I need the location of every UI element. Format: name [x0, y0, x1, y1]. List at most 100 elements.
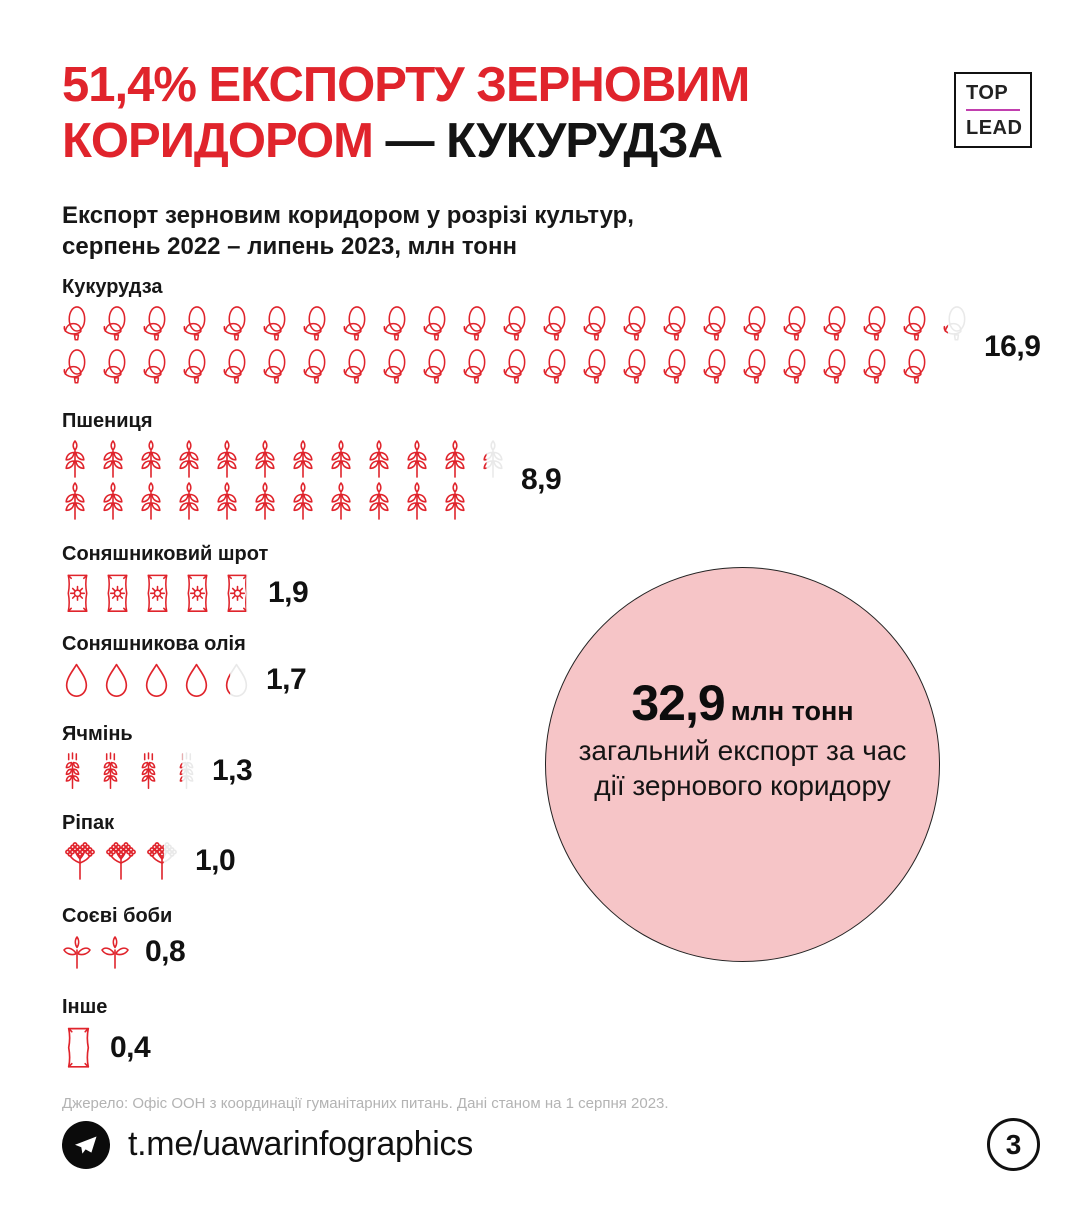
category-label: Ячмінь: [62, 722, 133, 745]
sack-flower-icon: [182, 572, 213, 615]
corn-icon: [502, 348, 529, 389]
title-line1: 51,4% ЕКСПОРТУ ЗЕРНОВИМ: [62, 58, 750, 112]
category-value: 1,0: [195, 844, 236, 878]
logo-divider: [966, 109, 1020, 111]
total-value-line: 32,9 млн тонн: [631, 674, 853, 732]
icon-row: [62, 305, 969, 346]
barley-icon: [100, 752, 121, 790]
soybean-icon: [100, 934, 130, 970]
corn-icon: [62, 305, 89, 346]
corn-icon: [142, 348, 169, 389]
sack-flower-icon: [102, 572, 133, 615]
category-corn: Кукурудза 16,9: [62, 276, 1041, 389]
telegram-link[interactable]: t.me/uawarinfographics: [128, 1125, 473, 1163]
corn-icon: [302, 305, 329, 346]
category-value: 8,9: [521, 463, 562, 497]
wheat-icon: [100, 481, 126, 521]
corn-icon: [742, 305, 769, 346]
drop-icon: [142, 662, 171, 699]
category-soybeans: Соєві боби 0,8: [62, 905, 1032, 970]
corn-icon: [422, 348, 449, 389]
drop-icon-partial: [222, 662, 251, 699]
title-line2-red: КОРИДОРОМ: [62, 113, 374, 168]
pictogram-chart: Кукурудза 16,9 Пшениця 8,9 Соняшниковий шрот…: [62, 276, 1041, 1070]
category-rapeseed: Ріпак 1,0: [62, 812, 1032, 881]
wheat-icon: [138, 439, 164, 479]
corn-icon: [342, 348, 369, 389]
category-rows: 1,7: [62, 662, 1032, 699]
corn-icon: [182, 305, 209, 346]
corn-icon: [102, 305, 129, 346]
corn-icon: [382, 348, 409, 389]
category-rows: 8,9: [62, 439, 1032, 521]
wheat-icon: [138, 481, 164, 521]
corn-icon: [822, 305, 849, 346]
wheat-icon: [328, 439, 354, 479]
corn-icon: [302, 348, 329, 389]
category-other: Інше 0,4: [62, 996, 1032, 1070]
soybean-icon: [62, 934, 92, 970]
corn-icon: [342, 305, 369, 346]
page-number-badge: 3: [987, 1118, 1040, 1171]
category-value: 1,7: [266, 663, 307, 697]
wheat-icon: [62, 439, 88, 479]
drop-icon: [182, 662, 211, 699]
corn-icon: [902, 348, 929, 389]
corn-icon: [782, 348, 809, 389]
category-rows: 0,4: [62, 1025, 1032, 1070]
corn-icon-partial: [942, 305, 969, 346]
corn-icon: [382, 305, 409, 346]
barley-icon: [62, 752, 83, 790]
wheat-icon: [252, 439, 278, 479]
wheat-icon: [290, 439, 316, 479]
sack-flower-icon-partial: [222, 572, 253, 615]
subtitle-line2: серпень 2022 – липень 2023, млн тонн: [62, 232, 517, 260]
top-lead-logo: TOP LEAD: [954, 72, 1032, 148]
corn-icon: [262, 348, 289, 389]
icon-row: [62, 752, 197, 790]
corn-icon: [862, 305, 889, 346]
corn-icon: [102, 348, 129, 389]
corn-icon: [662, 348, 689, 389]
category-label: Соняшниковий шрот: [62, 543, 269, 566]
corn-icon: [622, 348, 649, 389]
drop-icon: [102, 662, 131, 699]
corn-icon: [702, 348, 729, 389]
icon-row: [62, 481, 506, 521]
total-unit: млн тонн: [730, 695, 854, 726]
sack-flower-icon: [142, 572, 173, 615]
category-barley: Ячмінь 1,3: [62, 723, 1032, 790]
corn-icon: [742, 348, 769, 389]
corn-icon: [222, 348, 249, 389]
icon-row: [62, 841, 180, 881]
wheat-icon-partial: [480, 439, 506, 479]
page-title: 51,4% ЕКСПОРТУ ЗЕРНОВИМ КОРИДОРОМ — КУКУ…: [62, 58, 962, 170]
category-label: Соєві боби: [62, 905, 173, 928]
barley-icon-partial: [176, 752, 197, 790]
category-rows: 1,3: [62, 752, 1032, 790]
wheat-icon: [252, 481, 278, 521]
corn-icon: [142, 305, 169, 346]
corn-icon: [902, 305, 929, 346]
icon-row: [62, 439, 506, 479]
corn-icon: [622, 305, 649, 346]
category-rows: 0,8: [62, 934, 1032, 970]
source-note: Джерело: Офіс ООН з координації гуманіта…: [62, 1094, 669, 1112]
total-caption: загальний експорт за час дії зернового к…: [578, 734, 907, 801]
rapeseed-icon: [62, 841, 98, 881]
category-rows: 1,0: [62, 841, 1032, 881]
wheat-icon: [214, 481, 240, 521]
telegram-icon[interactable]: [62, 1120, 110, 1169]
wheat-icon: [328, 481, 354, 521]
wheat-icon: [290, 481, 316, 521]
category-label: Соняшникова олія: [62, 632, 246, 655]
corn-icon: [222, 305, 249, 346]
category-value: 1,3: [212, 754, 253, 788]
title-line2-black: — КУКУРУДЗА: [385, 113, 723, 168]
category-sunflower-meal: Соняшниковий шрот 1,9: [62, 543, 1032, 615]
corn-icon: [182, 348, 209, 389]
footer: t.me/uawarinfographics 3: [62, 1118, 1040, 1171]
wheat-icon: [404, 439, 430, 479]
corn-icon: [582, 348, 609, 389]
